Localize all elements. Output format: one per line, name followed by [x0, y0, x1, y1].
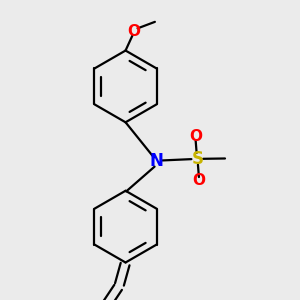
Text: O: O [127, 24, 140, 39]
Text: S: S [191, 150, 203, 168]
Text: O: O [189, 129, 202, 144]
Text: O: O [192, 173, 206, 188]
Text: N: N [150, 152, 164, 170]
